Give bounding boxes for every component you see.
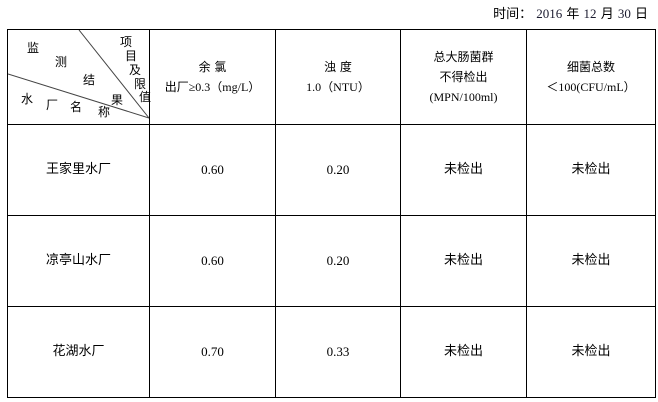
column-limit: 出厂≥0.3（mg/L）	[164, 80, 261, 94]
column-header-coliform: 总大肠菌群不得检出 (MPN/100ml)	[400, 29, 527, 125]
column-header-bacteria: 细菌总数 ＜100(CFU/mL）	[526, 29, 656, 125]
table-row: 凉亭山水厂 0.60 0.20 未检出 未检出	[7, 215, 656, 307]
chlorine-value: 0.70	[149, 306, 276, 398]
column-subtitle: 不得检出	[439, 70, 488, 84]
turbidity-value: 0.33	[275, 306, 401, 398]
corner-text: 目	[125, 49, 138, 63]
date-label: 时间：	[493, 7, 533, 22]
corner-text: 称	[98, 105, 111, 119]
bacteria-value: 未检出	[526, 215, 656, 307]
date-month: 12	[583, 6, 597, 21]
corner-text: 监	[27, 41, 40, 55]
corner-text: 限	[134, 77, 147, 91]
corner-text: 果	[111, 93, 124, 107]
corner-text: 项	[120, 35, 133, 49]
chlorine-value: 0.60	[149, 215, 276, 307]
coliform-value: 未检出	[400, 215, 527, 307]
corner-text: 测	[55, 55, 68, 69]
coliform-value: 未检出	[400, 124, 527, 216]
corner-text: 值	[139, 90, 152, 104]
date-day: 30	[617, 6, 631, 21]
corner-text: 及	[129, 63, 142, 77]
turbidity-value: 0.20	[275, 124, 401, 216]
corner-header-cell: 项 目 及 限 值 监 测 结 果 水 厂 名 称	[7, 29, 152, 125]
column-title: 余 氯	[198, 60, 227, 74]
coliform-value: 未检出	[400, 306, 527, 398]
column-limit: 1.0（NTU）	[306, 80, 370, 94]
column-header-turbidity: 浊 度 1.0（NTU）	[275, 29, 401, 125]
plant-name: 凉亭山水厂	[7, 215, 150, 307]
column-limit: (MPN/100ml)	[429, 90, 498, 104]
bacteria-value: 未检出	[526, 124, 656, 216]
report-date: 时间： 2016 年 12 月 30 日	[493, 3, 648, 22]
water-quality-table: 项 目 及 限 值 监 测 结 果 水 厂 名 称 余 氯出厂≥0.3（mg/L…	[7, 29, 656, 398]
column-title: 总大肠菌群	[433, 50, 494, 64]
corner-text: 水	[21, 92, 34, 106]
date-day-unit: 日	[634, 7, 648, 22]
date-year: 2016	[536, 6, 563, 21]
date-month-unit: 月	[600, 7, 614, 22]
chlorine-value: 0.60	[149, 124, 276, 216]
column-title: 细菌总数	[566, 60, 615, 74]
header-row: 项 目 及 限 值 监 测 结 果 水 厂 名 称 余 氯出厂≥0.3（mg/L…	[7, 29, 656, 125]
table-row: 王家里水厂 0.60 0.20 未检出 未检出	[7, 124, 656, 216]
corner-text: 厂	[46, 98, 59, 112]
table-row: 花湖水厂 0.70 0.33 未检出 未检出	[7, 306, 656, 398]
bacteria-value: 未检出	[526, 306, 656, 398]
date-year-unit: 年	[566, 7, 580, 22]
column-header-chlorine: 余 氯出厂≥0.3（mg/L）	[149, 29, 276, 125]
diagonal-lines	[8, 30, 149, 119]
plant-name: 王家里水厂	[7, 124, 150, 216]
corner-text: 结	[83, 73, 96, 87]
corner-text: 名	[70, 100, 83, 114]
column-limit: ＜100(CFU/mL）	[546, 80, 636, 94]
turbidity-value: 0.20	[275, 215, 401, 307]
column-title: 浊 度	[324, 60, 352, 74]
plant-name: 花湖水厂	[7, 306, 150, 398]
